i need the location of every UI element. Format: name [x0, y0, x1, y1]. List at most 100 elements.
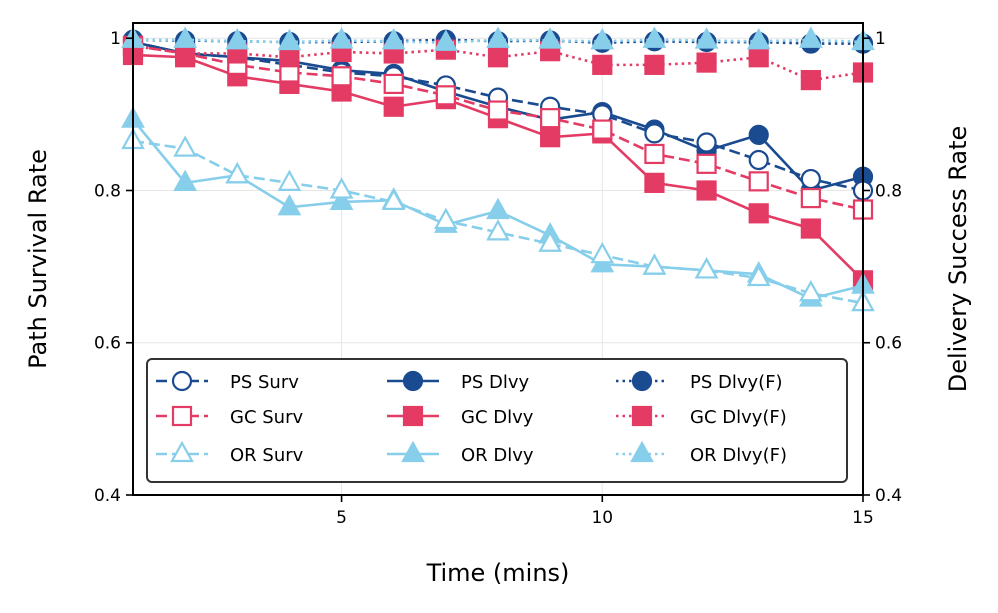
x-tick-label: 10 — [591, 508, 613, 528]
data-point-gc-surv — [383, 73, 404, 95]
data-point-gc-dlvy — [540, 127, 561, 148]
data-point-or-dlvy-f — [746, 28, 771, 50]
legend-item-or-dlvy-f: OR Dlvy(F) — [616, 440, 787, 466]
legend-marker — [402, 370, 424, 392]
legend-item-ps-surv: PS Surv — [156, 370, 299, 393]
data-point-or-dlvy — [486, 197, 510, 220]
data-point-or-surv — [225, 161, 250, 184]
data-point-or-dlvy-f — [173, 26, 198, 48]
data-point-gc-dlvy — [383, 96, 404, 117]
data-point-or-surv — [433, 207, 458, 230]
legend-box — [146, 358, 848, 483]
data-point-or-surv — [329, 177, 354, 199]
legend-item-gc-dlvy: GC Dlvy — [387, 405, 534, 428]
y-tick-label-right: 0.6 — [875, 334, 902, 354]
y-tick-label-right: 0.4 — [875, 486, 902, 506]
data-point-gc-surv — [435, 85, 456, 106]
series-layer — [121, 26, 875, 312]
data-point-or-dlvy-f — [277, 28, 302, 51]
data-point-or-dlvy-f — [381, 28, 406, 50]
data-point-gc-dlvy-f — [696, 52, 717, 73]
data-point-or-dlvy-f — [225, 28, 250, 50]
data-point-gc-dlvy — [800, 218, 821, 239]
data-point-or-dlvy-f — [329, 27, 354, 49]
data-point-gc-surv — [331, 66, 352, 87]
legend-label: PS Dlvy — [461, 372, 530, 393]
y-tick-label-left: 0.4 — [94, 486, 121, 506]
data-point-or-surv — [173, 135, 198, 157]
legend-label: PS Surv — [230, 372, 299, 393]
data-point-gc-surv — [487, 100, 509, 121]
data-point-gc-surv — [540, 108, 561, 129]
legend-marker — [630, 440, 654, 463]
data-point-gc-surv — [592, 119, 613, 140]
legend-item-or-dlvy: OR Dlvy — [387, 440, 534, 466]
data-point-gc-dlvy-f — [279, 47, 300, 68]
data-point-or-surv — [590, 241, 615, 264]
legend-label: GC Dlvy(F) — [690, 407, 787, 428]
data-point-or-dlvy-f — [590, 28, 615, 50]
y-tick-label-left: 1 — [110, 29, 121, 49]
y-tick-label-right: 1 — [875, 29, 886, 49]
y-axis-title-left: Path Survival Rate — [24, 149, 52, 369]
axis-ticks: 5 10 150.4 0.40.6 0.60.8 0.81 1 — [94, 29, 902, 528]
x-tick-label: 5 — [336, 508, 347, 528]
data-point-gc-dlvy-f — [487, 47, 509, 68]
data-point-or-dlvy-f — [538, 27, 563, 49]
y-axis-title-right: Delivery Success Rate — [944, 126, 972, 393]
data-point-gc-surv — [644, 143, 665, 165]
legend-item-gc-dlvy-f: GC Dlvy(F) — [616, 405, 787, 428]
data-point-or-dlvy-f — [642, 26, 667, 48]
data-point-ps-surv — [800, 168, 821, 190]
data-point-gc-dlvy — [748, 203, 769, 224]
legend-item-or-surv: OR Surv — [156, 440, 304, 466]
series-or-dlvy-f — [121, 26, 875, 51]
data-point-gc-dlvy — [644, 172, 665, 193]
data-point-or-surv — [798, 279, 823, 302]
data-point-or-dlvy — [277, 193, 302, 216]
series-or-surv — [121, 127, 875, 312]
data-point-or-dlvy — [329, 188, 354, 211]
data-point-or-surv — [694, 257, 719, 279]
data-point-or-dlvy-f — [486, 26, 510, 48]
data-point-or-dlvy-f — [433, 29, 458, 51]
legend-label: PS Dlvy(F) — [690, 372, 783, 393]
series-line-gc-dlvy-f — [132, 44, 864, 82]
data-point-gc-dlvy-f — [592, 54, 613, 75]
legend-marker — [401, 440, 425, 463]
legend-marker — [402, 405, 424, 427]
data-point-or-surv — [381, 188, 406, 211]
legend: PS Surv GC Surv OR Surv PS Dlvy GC Dlvy OR Dl… — [146, 358, 848, 483]
legend-label: GC Surv — [230, 407, 303, 428]
y-tick-label-right: 0.8 — [875, 181, 902, 201]
legend-label: GC Dlvy — [461, 407, 534, 428]
x-tick-label: 15 — [852, 508, 874, 528]
legend-label: OR Dlvy(F) — [690, 445, 787, 466]
data-point-ps-surv — [644, 123, 665, 144]
legend-marker — [631, 370, 653, 392]
legend-marker — [171, 370, 193, 392]
legend-item-gc-surv: GC Surv — [156, 405, 303, 428]
data-point-or-surv — [277, 169, 302, 191]
data-point-or-surv — [746, 264, 771, 287]
x-axis-title: Time (mins) — [426, 559, 570, 587]
legend-item-ps-dlvy: PS Dlvy — [387, 370, 530, 393]
data-point-or-surv — [486, 219, 510, 241]
data-point-gc-surv — [748, 171, 769, 192]
legend-marker — [171, 405, 193, 427]
legend-marker — [170, 440, 194, 463]
legend-item-ps-dlvy-f: PS Dlvy(F) — [616, 370, 783, 393]
data-point-or-dlvy-f — [694, 27, 719, 49]
data-point-gc-dlvy-f — [800, 69, 821, 91]
data-point-gc-surv — [800, 187, 821, 209]
data-point-ps-surv — [748, 149, 769, 171]
y-tick-label-left: 0.8 — [94, 181, 121, 201]
data-point-or-dlvy-f — [798, 26, 823, 48]
legend-marker — [631, 405, 653, 427]
plot-frame — [132, 22, 864, 496]
data-point-ps-dlvy — [748, 124, 769, 146]
data-point-gc-dlvy-f — [644, 54, 665, 75]
data-point-ps-surv — [696, 132, 717, 153]
legend-label: OR Dlvy — [461, 445, 534, 466]
